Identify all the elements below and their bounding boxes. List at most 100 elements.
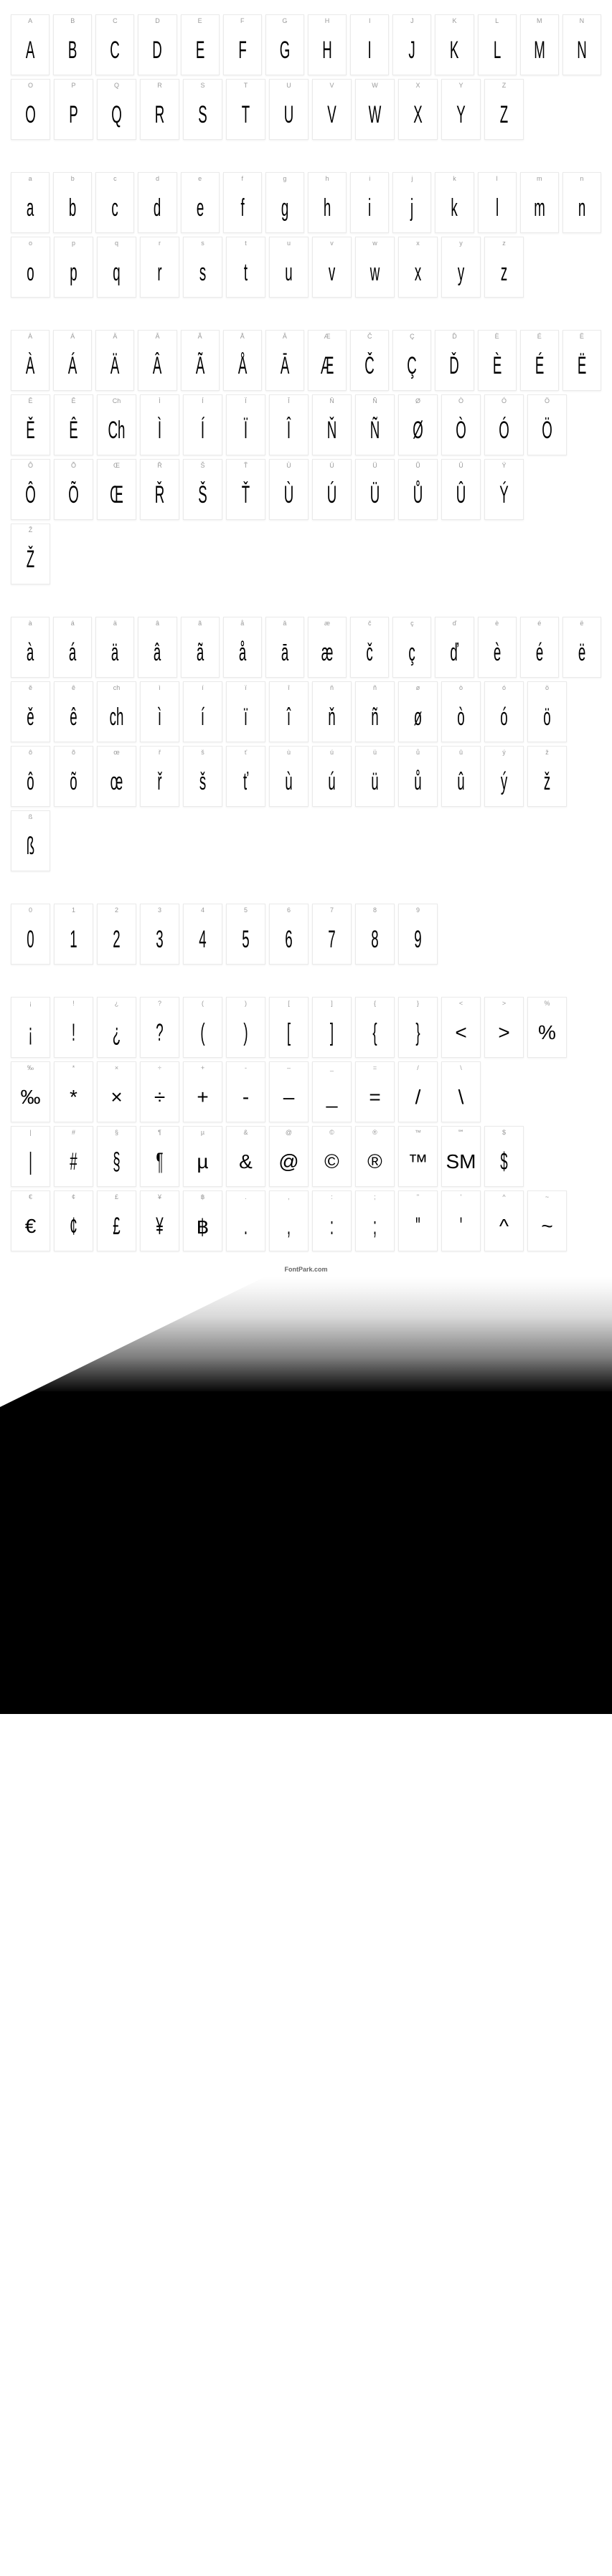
glyph-card: <<	[441, 997, 481, 1058]
glyph-card: ||	[11, 1126, 50, 1187]
glyph-label: ฿	[184, 1191, 222, 1202]
glyph-label: R	[141, 80, 179, 90]
glyph-char: Æ	[317, 341, 338, 390]
glyph-char: â	[147, 628, 168, 677]
glyph-label: î	[270, 682, 308, 693]
glyph-label: J	[393, 15, 430, 26]
glyph-label: Y	[442, 80, 480, 90]
glyph-label: '	[442, 1191, 480, 1202]
glyph-char: w	[364, 248, 385, 297]
glyph-label: f	[224, 173, 261, 184]
glyph-card: ŠŠ	[183, 459, 222, 520]
glyph-card: gg	[265, 172, 304, 233]
glyph-char: Å	[232, 341, 253, 390]
glyph-label: Ì	[141, 395, 179, 406]
glyph-label: 8	[356, 904, 394, 915]
glyph-label: ö	[528, 682, 566, 693]
glyph-label: E	[182, 15, 219, 26]
glyph-label: Ò	[442, 395, 480, 406]
glyph-card: ZZ	[484, 79, 524, 140]
glyph-label: ú	[313, 747, 351, 757]
glyph-char: £	[106, 1202, 127, 1251]
glyph-label: ¢	[55, 1191, 93, 1202]
glyph-char: €	[11, 1202, 50, 1251]
glyph-char: Č	[359, 341, 380, 390]
glyph-card: ÎÎ	[269, 394, 309, 455]
glyph-label: #	[55, 1127, 93, 1137]
glyph-label: ď	[436, 617, 473, 628]
glyph-char: o	[20, 248, 41, 297]
glyph-label: œ	[98, 747, 136, 757]
glyph-char: }	[408, 1008, 428, 1057]
glyph-card: ((	[183, 997, 222, 1058]
glyph-char: ě	[20, 693, 41, 742]
glyph-label: ù	[270, 747, 308, 757]
glyph-char: Ï	[235, 406, 256, 455]
glyph-label: 2	[98, 904, 136, 915]
glyph-card: [[	[269, 997, 309, 1058]
glyph-card: ŘŘ	[140, 459, 179, 520]
glyph-label: Ú	[313, 460, 351, 470]
glyph-label: Ø	[399, 395, 437, 406]
glyph-label: z	[485, 237, 523, 248]
glyph-char: F	[232, 26, 253, 75]
glyph-label: o	[11, 237, 50, 248]
glyph-card: aa	[11, 172, 50, 233]
glyph-label: ô	[11, 747, 50, 757]
glyph-char: À	[20, 341, 41, 390]
glyph-char: È	[486, 341, 507, 390]
glyph-char: R	[149, 90, 170, 139]
glyph-char: Ó	[494, 406, 514, 455]
glyph-label: B	[54, 15, 91, 26]
glyph-card: ^^	[484, 1190, 524, 1251]
glyph-label: S	[184, 80, 222, 90]
glyph-char: Ä	[105, 341, 126, 390]
glyph-char: Ť	[235, 470, 256, 519]
glyph-card: &&	[226, 1126, 265, 1187]
glyph-char: ã	[189, 628, 210, 677]
glyph-card: ÝÝ	[484, 459, 524, 520]
glyph-card: ChCh	[97, 394, 136, 455]
glyph-label: Ë	[563, 331, 601, 341]
glyph-card: ..	[226, 1190, 265, 1251]
glyph-label: j	[393, 173, 430, 184]
glyph-char: Ú	[321, 470, 342, 519]
glyph-char: 4	[192, 915, 213, 964]
glyph-label: á	[54, 617, 91, 628]
glyph-label: =	[356, 1062, 394, 1073]
glyph-label: ó	[485, 682, 523, 693]
glyph-char: m	[529, 184, 550, 232]
glyph-card: YY	[441, 79, 481, 140]
glyph-label: Ô	[11, 460, 50, 470]
glyph-row: 00112233445566778899	[11, 904, 601, 965]
glyph-char: ~	[528, 1202, 566, 1251]
glyph-card: KK	[435, 14, 474, 75]
glyph-card: DD	[138, 14, 176, 75]
glyph-card: ÓÓ	[484, 394, 524, 455]
glyph-card: >>	[484, 997, 524, 1058]
glyph-label: s	[184, 237, 222, 248]
glyph-label: 3	[141, 904, 179, 915]
glyph-label: d	[138, 173, 176, 184]
glyph-char: Ā	[275, 341, 296, 390]
glyph-label: Ý	[485, 460, 523, 470]
glyph-label: Û	[442, 460, 480, 470]
glyph-card: zz	[484, 237, 524, 298]
glyph-label: É	[521, 331, 558, 341]
glyph-char: ?	[149, 1008, 170, 1057]
glyph-char: É	[529, 341, 550, 390]
glyph-card: GG	[265, 14, 304, 75]
glyph-char: ó	[494, 693, 514, 742]
glyph-char: SM	[442, 1137, 480, 1186]
glyph-label: +	[184, 1062, 222, 1073]
glyph-card: ==	[355, 1061, 395, 1122]
glyph-char: J	[402, 26, 423, 75]
glyph-char: ž	[537, 757, 557, 806]
glyph-label: Ê	[55, 395, 93, 406]
glyph-card: hh	[308, 172, 347, 233]
glyph-label: À	[11, 331, 49, 341]
glyph-char: ‰	[11, 1073, 50, 1122]
glyph-label: ê	[55, 682, 93, 693]
glyph-card: ÑÑ	[355, 394, 395, 455]
glyph-label: M	[521, 15, 558, 26]
